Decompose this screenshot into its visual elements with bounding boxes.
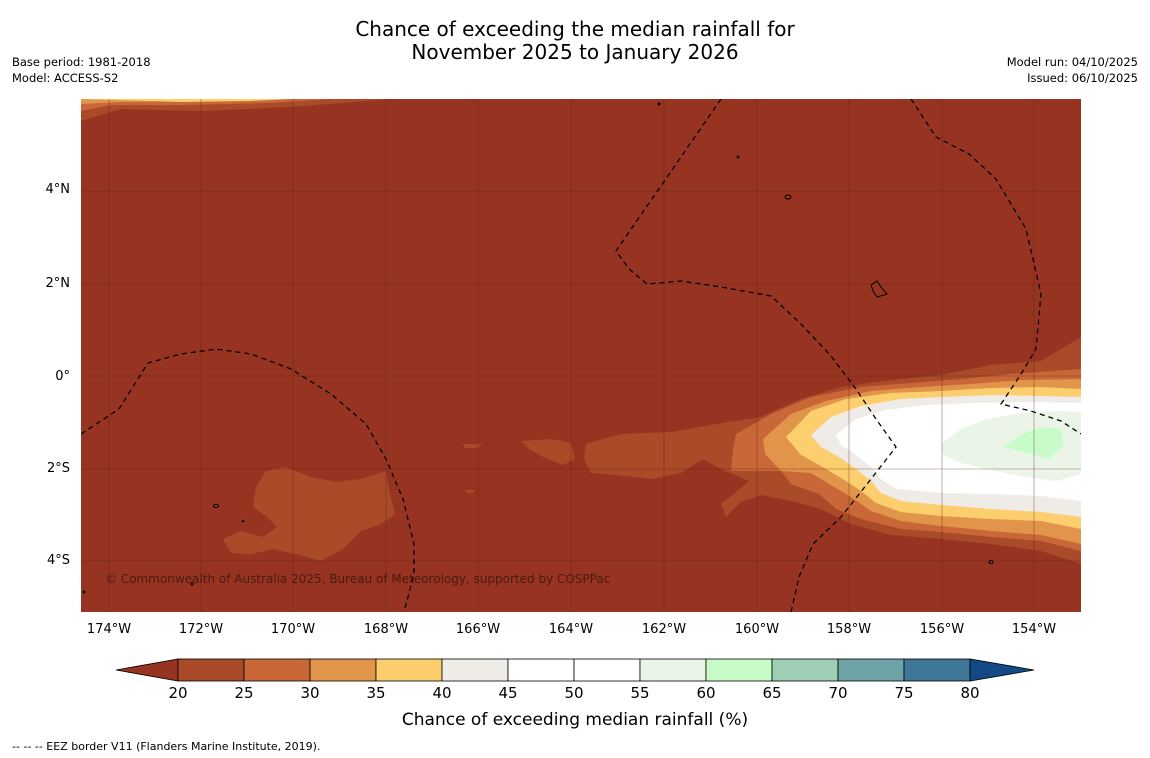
grid-lines <box>81 99 1081 612</box>
island-a <box>784 194 792 200</box>
colorbar-tick-55: 55 <box>630 684 650 702</box>
issued-date: Issued: 06/10/2025 <box>1027 71 1138 85</box>
eez-footnote: -- -- -- EEZ border V11 (Flanders Marine… <box>12 740 321 753</box>
colorbar-swatch-20-25 <box>177 658 245 682</box>
lon-label-158w: 158°W <box>826 622 872 637</box>
eez-borders <box>81 99 1081 612</box>
colorbar-tick-80: 80 <box>960 684 980 702</box>
lon-label-154w: 154°W <box>1011 622 1057 637</box>
lat-label-2s: 2°S <box>46 461 70 476</box>
model-run: Model run: 04/10/2025 <box>1006 55 1138 69</box>
lon-label-164w: 164°W <box>548 622 594 637</box>
colorbar-swatch-70-75 <box>837 658 905 682</box>
island-d <box>988 560 994 564</box>
island-b <box>870 280 888 298</box>
colorbar-tick-45: 45 <box>498 684 518 702</box>
lon-label-172w: 172°W <box>178 622 224 637</box>
map-panel <box>81 99 1081 612</box>
title-line-2: November 2025 to January 2026 <box>411 40 739 64</box>
colorbar-swatch-50-55 <box>573 658 641 682</box>
model-name: Model: ACCESS-S2 <box>12 71 119 85</box>
island-i <box>82 590 86 594</box>
base-period: Base period: 1981-2018 <box>12 55 151 69</box>
title-line-1: Chance of exceeding the median rainfall … <box>355 17 795 41</box>
contour-patch-b <box>463 444 481 448</box>
colorbar-tick-35: 35 <box>366 684 386 702</box>
colorbar-tick-30: 30 <box>300 684 320 702</box>
eez-border-east <box>910 99 1081 435</box>
lon-label-168w: 168°W <box>363 622 409 637</box>
colorbar-tick-40: 40 <box>432 684 452 702</box>
colorbar-swatch-35-40 <box>375 658 443 682</box>
colorbar-tick-75: 75 <box>894 684 914 702</box>
contour-east-65 <box>1003 427 1064 459</box>
contour-top-band-40 <box>81 99 291 102</box>
lat-label-0: 0° <box>55 369 70 384</box>
island-g <box>241 519 245 523</box>
rainfall-map <box>81 99 1081 612</box>
colorbar-extend-low <box>115 658 179 682</box>
colorbar <box>115 658 1035 682</box>
island-h <box>190 582 194 586</box>
colorbar-swatch-65-70 <box>771 658 839 682</box>
island-f <box>657 102 661 106</box>
contour-sw-blob-25 <box>223 467 395 561</box>
colorbar-tick-70: 70 <box>828 684 848 702</box>
lon-label-162w: 162°W <box>641 622 687 637</box>
lon-label-174w: 174°W <box>86 622 132 637</box>
island-c <box>213 504 219 508</box>
colorbar-extend-high <box>969 658 1035 682</box>
colorbar-swatch-55-60 <box>639 658 707 682</box>
colorbar-swatch-45-50 <box>507 658 575 682</box>
lon-label-166w: 166°W <box>455 622 501 637</box>
island-e <box>736 155 740 159</box>
colorbar-swatch-60-65 <box>705 658 773 682</box>
colorbar-title: Chance of exceeding median rainfall (%) <box>401 710 749 730</box>
copyright-notice: © Commonwealth of Australia 2025, Bureau… <box>105 572 611 586</box>
lon-label-156w: 156°W <box>919 622 965 637</box>
meta-left: Base period: 1981-2018 Model: ACCESS-S2 <box>12 54 151 86</box>
lat-label-4s: 4°S <box>46 553 70 568</box>
colorbar-swatch-40-45 <box>441 658 509 682</box>
map-title: Chance of exceeding the median rainfall … <box>0 18 1150 64</box>
lat-label-2n: 2°N <box>45 276 71 291</box>
lat-label-4n: 4°N <box>45 182 71 197</box>
colorbar-swatch-25-30 <box>243 658 311 682</box>
colorbar-tick-25: 25 <box>234 684 254 702</box>
lon-label-170w: 170°W <box>270 622 316 637</box>
eez-border-west <box>81 348 415 612</box>
contour-patch-c <box>465 490 475 493</box>
colorbar-tick-60: 60 <box>696 684 716 702</box>
islands <box>82 102 994 594</box>
colorbar-tick-65: 65 <box>762 684 782 702</box>
meta-right: Model run: 04/10/2025 Issued: 06/10/2025 <box>1007 54 1138 86</box>
colorbar-swatch-30-35 <box>309 658 377 682</box>
colorbar-tick-20: 20 <box>168 684 188 702</box>
colorbar-swatch-75-80 <box>903 658 971 682</box>
contour-top-band-30 <box>81 99 331 111</box>
lon-label-160w: 160°W <box>734 622 780 637</box>
eez-border-central <box>615 99 897 612</box>
contour-patch-a <box>521 439 575 465</box>
colorbar-tick-50: 50 <box>564 684 584 702</box>
